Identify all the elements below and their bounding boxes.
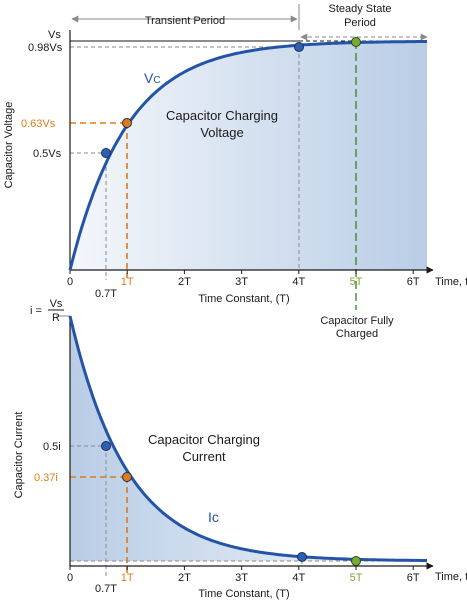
note-fully-charged-1: Capacitor Fully [320,315,394,327]
current-title-2: Current [182,449,226,464]
tick-label-vs: Vs [48,29,61,41]
tick-label-098vs: 0.98Vs [28,42,63,54]
voltage-title-1: Capacitor Charging [166,108,278,123]
point-05i [101,441,111,451]
current-x-tick-label-4: 4T [292,572,305,584]
current-x-axis-label: Time Constant, (T) [198,588,289,600]
point-063vs [122,118,132,128]
voltage-x-tick-label-0: 0 [67,276,73,288]
point-4t-current [297,552,307,562]
current-area-fill [70,316,427,561]
steady-state-label-1: Steady State [329,3,392,15]
point-037i [122,472,132,482]
tick-label-07t: 0.7T [95,288,117,300]
current-formula-num: Vs [50,298,63,310]
point-05vs [101,148,111,158]
current-x-tick-label-5: 5T [350,572,363,584]
tick-label-063vs: 0.63Vs [21,118,56,130]
current-title-1: Capacitor Charging [148,432,260,447]
voltage-title-2: Voltage [200,125,243,140]
ic-curve-label: Ic [208,509,219,525]
current-axis-label: Capacitor Current [13,412,25,499]
voltage-x-tick-label-5: 5T [350,276,363,288]
current-formula-den: R [52,312,60,324]
note-fully-charged-2: Charged [336,328,378,340]
tick-label-05vs: 0.5Vs [33,148,62,160]
voltage-axis-label: Capacitor Voltage [3,102,15,189]
voltage-x-tick-label-1: 1T [121,276,134,288]
vc-curve-label: VC [144,70,161,86]
x-axis-end-label: Time, t [435,276,467,288]
transient-period-label: Transient Period [145,15,225,27]
current-x-tick-label-1: 1T [121,572,134,584]
voltage-x-tick-label-6: 6T [407,276,420,288]
voltage-chart: 0 1T 2T 3T 4T 5T 6T Capacitor Voltage Vs 0.98V… [3,3,467,340]
voltage-x-tick-label-4: 4T [292,276,305,288]
tick-label-07t-bottom: 0.7T [95,583,117,595]
point-098vs [294,42,304,52]
current-x-ticks: 0 1T 2T 3T 4T 5T 6T [67,566,420,584]
voltage-x-tick-label-3: 3T [235,276,248,288]
point-5t-current [351,556,361,566]
voltage-area-fill [70,41,427,271]
current-x-tick-label-2: 2T [178,572,191,584]
current-x-tick-label-0: 0 [67,572,73,584]
current-chart: 0 1T 2T 3T 4T 5T 6T i = Vs R Capacitor Current… [13,298,467,600]
current-formula-i: i = [30,305,42,317]
voltage-x-axis-label: Time Constant, (T) [198,293,289,305]
steady-state-label-2: Period [344,17,376,29]
tick-label-037i: 0.37i [34,472,58,484]
point-vs [351,37,361,47]
current-x-tick-label-3: 3T [235,572,248,584]
tick-label-05i: 0.5i [43,441,61,453]
voltage-x-tick-label-2: 2T [178,276,191,288]
voltage-x-ticks: 0 1T 2T 3T 4T 5T 6T [67,270,420,288]
current-x-tick-label-6: 6T [407,572,420,584]
x-axis-end-label-bottom: Time, t [435,571,467,583]
